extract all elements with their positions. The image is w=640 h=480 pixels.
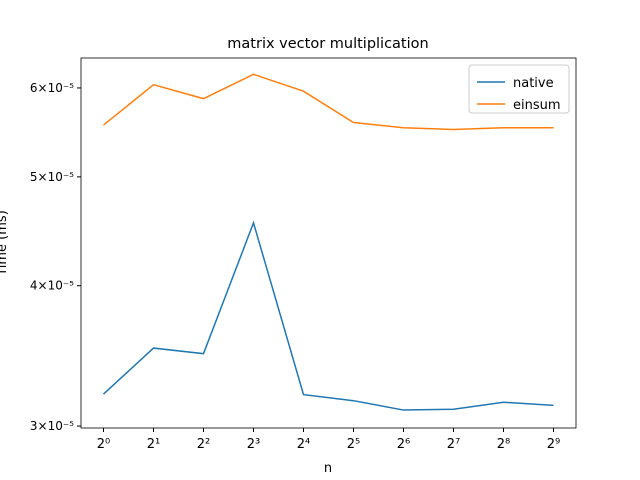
x-tick-label: 2⁶ [397,437,410,452]
x-tick-label: 2⁵ [347,437,360,452]
legend-label: einsum [513,98,561,113]
x-tick-label: 2⁷ [447,437,460,452]
y-tick-label: 5×10⁻⁵ [30,170,74,184]
x-tick-label: 2¹ [147,437,160,452]
plot-frame [80,57,577,429]
y-tick-label: 4×10⁻⁵ [30,279,74,293]
data-line [102,220,554,411]
y-tick-label: 3×10⁻⁵ [30,419,74,433]
data-line [103,73,554,131]
x-tick-label: 2⁰ [97,437,110,452]
legend-label: native [513,76,554,91]
x-axis-label: n [324,461,332,476]
x-tick-label: 2² [197,437,210,452]
x-tick-label: 2³ [247,437,260,452]
x-tick-label: 2⁴ [297,437,310,452]
legend-box [468,64,570,114]
y-tick-label: 6×10⁻⁵ [30,81,74,95]
x-tick-label: 2⁹ [547,437,560,452]
x-tick-label: 2⁸ [497,437,510,452]
y-axis-label: Time (ms) [0,210,10,277]
chart-title: matrix vector multiplication [227,36,428,52]
